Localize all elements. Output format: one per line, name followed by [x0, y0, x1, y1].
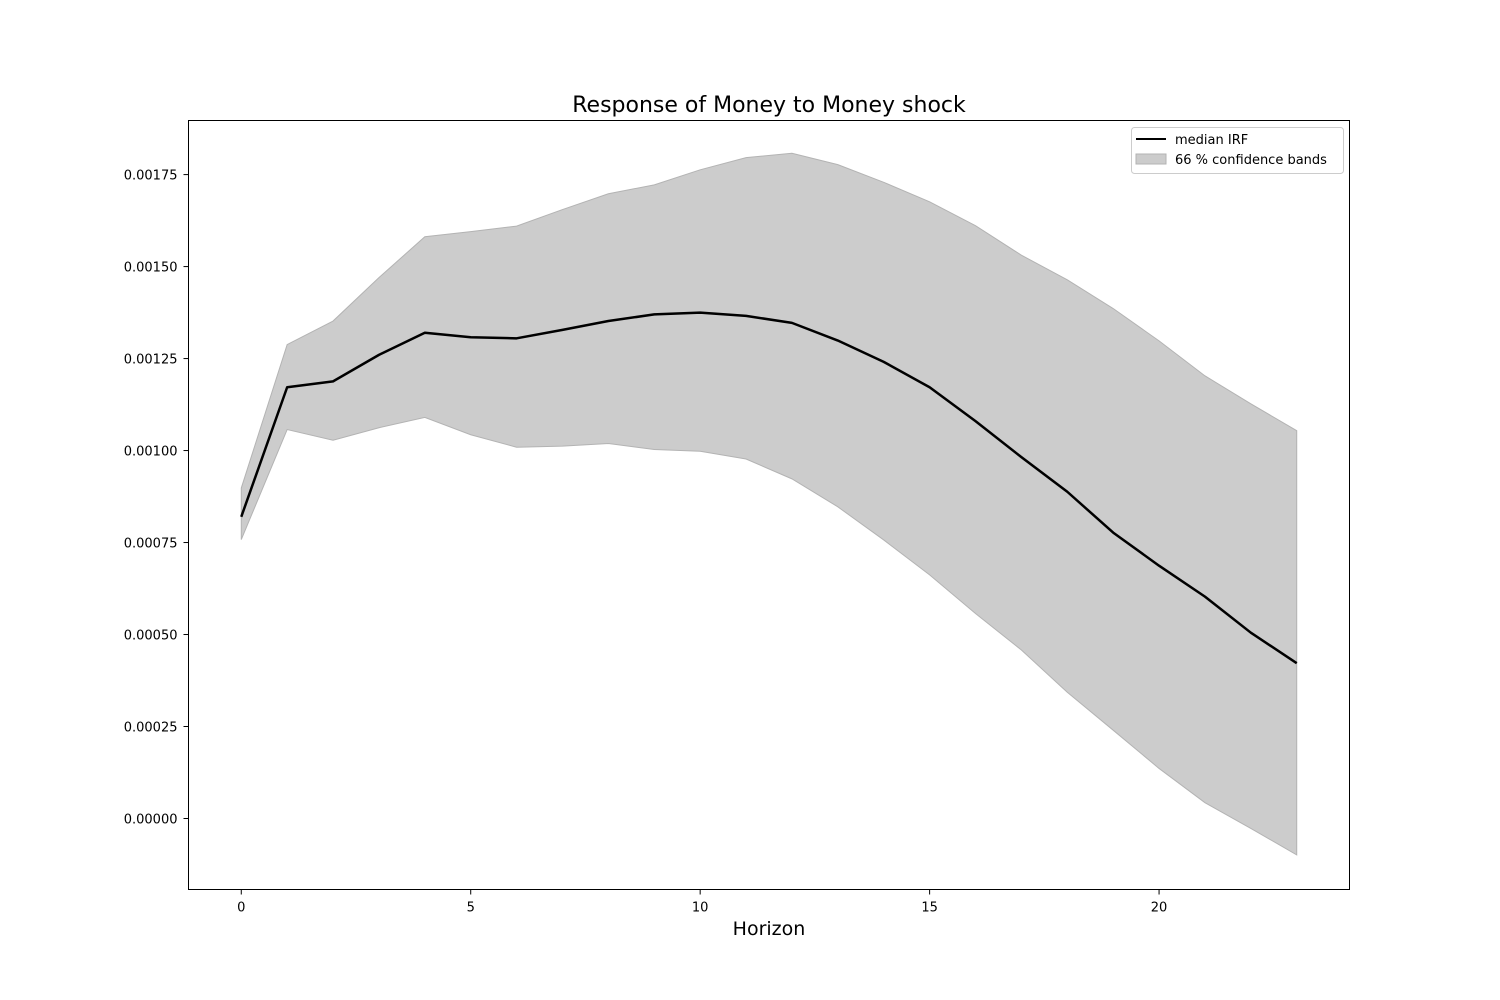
y-axis: 0.00000 0.00025 0.00050 0.00075 0.00100 0.001…	[124, 169, 189, 827]
plot-frame	[188, 120, 1350, 890]
x-tick-label: 10	[692, 901, 709, 916]
y-tick-label: 0.00100	[124, 445, 178, 460]
x-tick-label: 20	[1151, 901, 1168, 916]
legend-band-swatch	[1135, 153, 1167, 165]
x-tick-label: 0	[237, 901, 245, 916]
y-tick-label: 0.00150	[124, 261, 178, 276]
median-irf-line	[240, 311, 1298, 665]
legend-label-median: median IRF	[1175, 133, 1248, 148]
confidence-band-layer	[240, 152, 1298, 856]
median-line-layer	[240, 311, 1298, 665]
x-axis: 0 5 10 15 20	[237, 889, 1168, 916]
y-tick-label: 0.00125	[124, 353, 178, 368]
confidence-band	[240, 152, 1298, 856]
y-tick-label: 0.00025	[124, 721, 178, 736]
legend-label-band: 66 % confidence bands	[1175, 153, 1327, 168]
x-tick-label: 5	[467, 901, 475, 916]
y-tick-label: 0.00175	[124, 169, 178, 184]
y-tick-label: 0.00050	[124, 629, 178, 644]
chart-title: Response of Money to Money shock	[572, 93, 966, 118]
x-axis-title: Horizon	[733, 918, 806, 940]
x-tick-label: 15	[921, 901, 938, 916]
legend: median IRF 66 % confidence bands	[1131, 127, 1344, 174]
y-tick-label: 0.00075	[124, 537, 178, 552]
y-tick-label: 0.00000	[124, 812, 178, 827]
legend-box	[1131, 127, 1344, 174]
